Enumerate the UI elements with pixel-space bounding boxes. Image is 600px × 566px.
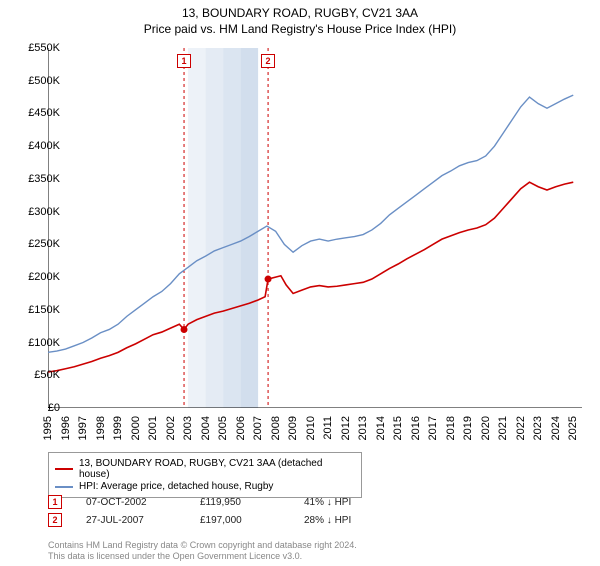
x-tick-label: 2022 <box>515 416 527 440</box>
legend-row: 13, BOUNDARY ROAD, RUGBY, CV21 3AA (deta… <box>55 458 355 480</box>
x-tick-label: 2021 <box>497 416 509 440</box>
x-tick-label: 2010 <box>305 416 317 440</box>
y-tick-label: £550K <box>16 42 60 54</box>
x-tick-label: 2008 <box>270 416 282 440</box>
sale-date: 27-JUL-2007 <box>86 515 176 526</box>
y-tick-label: £150K <box>16 304 60 316</box>
x-tick-label: 2002 <box>165 416 177 440</box>
legend-swatch <box>55 468 73 470</box>
x-tick-label: 2013 <box>357 416 369 440</box>
sale-vs-hpi: 41% ↓ HPI <box>304 497 384 508</box>
y-tick-label: £350K <box>16 173 60 185</box>
footer-text: Contains HM Land Registry data © Crown c… <box>48 540 357 562</box>
x-tick-label: 2000 <box>130 416 142 440</box>
y-tick-label: £250K <box>16 238 60 250</box>
x-tick-label: 2007 <box>252 416 264 440</box>
x-tick-label: 1998 <box>95 416 107 440</box>
y-tick-label: £500K <box>16 75 60 87</box>
sale-index-marker: 1 <box>48 495 62 509</box>
x-tick-label: 2019 <box>462 416 474 440</box>
x-tick-label: 1995 <box>42 416 54 440</box>
y-tick-label: £50K <box>16 369 60 381</box>
x-tick-label: 2023 <box>532 416 544 440</box>
x-tick-label: 2024 <box>550 416 562 440</box>
x-tick-label: 2017 <box>427 416 439 440</box>
x-tick-label: 2005 <box>217 416 229 440</box>
x-tick-label: 2003 <box>182 416 194 440</box>
y-tick-label: £400K <box>16 140 60 152</box>
y-tick-label: £450K <box>16 107 60 119</box>
chart-title: 13, BOUNDARY ROAD, RUGBY, CV21 3AA Price… <box>0 6 600 37</box>
sale-index-marker: 2 <box>48 513 62 527</box>
title-line1: 13, BOUNDARY ROAD, RUGBY, CV21 3AA <box>0 6 600 22</box>
y-tick-label: £300K <box>16 206 60 218</box>
x-tick-label: 2015 <box>392 416 404 440</box>
x-tick-label: 2006 <box>235 416 247 440</box>
footer-line1: Contains HM Land Registry data © Crown c… <box>48 540 357 551</box>
x-tick-label: 2025 <box>567 416 579 440</box>
line-chart-svg <box>48 48 582 408</box>
x-tick-label: 1999 <box>112 416 124 440</box>
chart-plot-area <box>48 48 582 408</box>
sales-row: 2 27-JUL-2007 £197,000 28% ↓ HPI <box>48 512 384 528</box>
sales-row: 1 07-OCT-2002 £119,950 41% ↓ HPI <box>48 494 384 510</box>
sale-price: £119,950 <box>200 497 280 508</box>
y-tick-label: £100K <box>16 337 60 349</box>
legend-label: 13, BOUNDARY ROAD, RUGBY, CV21 3AA (deta… <box>79 458 355 480</box>
x-tick-label: 2016 <box>410 416 422 440</box>
x-tick-label: 2001 <box>147 416 159 440</box>
legend-label: HPI: Average price, detached house, Rugb… <box>79 481 273 492</box>
footer-line2: This data is licensed under the Open Gov… <box>48 551 357 562</box>
sale-date: 07-OCT-2002 <box>86 497 176 508</box>
x-tick-label: 2012 <box>340 416 352 440</box>
x-tick-label: 2020 <box>480 416 492 440</box>
x-tick-label: 2004 <box>200 416 212 440</box>
x-tick-label: 1996 <box>60 416 72 440</box>
x-tick-label: 1997 <box>77 416 89 440</box>
title-line2: Price paid vs. HM Land Registry's House … <box>0 22 600 38</box>
legend-swatch <box>55 486 73 488</box>
x-tick-label: 2009 <box>287 416 299 440</box>
sale-vs-hpi: 28% ↓ HPI <box>304 515 384 526</box>
y-tick-label: £0 <box>16 402 60 414</box>
legend-row: HPI: Average price, detached house, Rugb… <box>55 481 355 492</box>
sale-marker-2: 2 <box>261 54 275 68</box>
x-tick-label: 2018 <box>445 416 457 440</box>
y-tick-label: £200K <box>16 271 60 283</box>
x-tick-label: 2011 <box>322 416 334 440</box>
sale-marker-1: 1 <box>177 54 191 68</box>
sale-price: £197,000 <box>200 515 280 526</box>
sales-table: 1 07-OCT-2002 £119,950 41% ↓ HPI 2 27-JUL-200… <box>48 492 384 530</box>
x-tick-label: 2014 <box>375 416 387 440</box>
